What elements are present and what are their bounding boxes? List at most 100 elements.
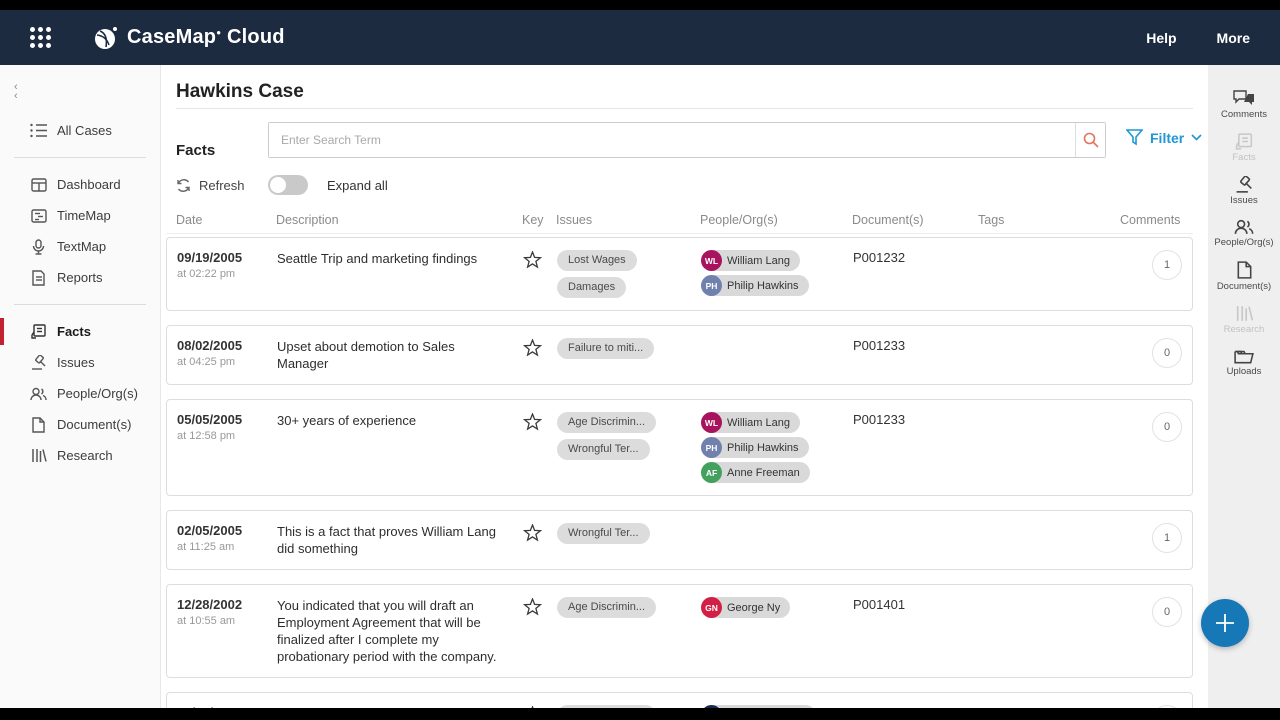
fact-row[interactable]: 09/19/2005 at 02:22 pm Seattle Trip and … — [166, 237, 1193, 311]
issue-chip[interactable]: Lost Wages — [557, 250, 637, 271]
sidebar-item-label: Research — [57, 448, 113, 463]
key-star-icon[interactable] — [522, 597, 557, 621]
person-chip[interactable]: PH Philip Hawkins — [701, 437, 809, 458]
sidebar-nav-top: All Cases — [0, 115, 160, 146]
right-item-label: Uploads — [1226, 366, 1262, 377]
issue-chip[interactable]: Age Discrimin... — [557, 412, 657, 433]
right-sidebar-nav: Comments Facts Issues People/Org(s) — [1208, 83, 1280, 384]
comment-count-badge[interactable]: 0 — [1152, 597, 1182, 627]
sidebar-item-people-orgs[interactable]: People/Org(s) — [0, 378, 160, 409]
issue-chip[interactable]: Wrongful Ter... — [557, 523, 650, 544]
help-link[interactable]: Help — [1146, 29, 1177, 46]
sidebar-item-label: Dashboard — [57, 177, 121, 192]
col-header-tags[interactable]: Tags — [978, 212, 1005, 227]
more-link[interactable]: More — [1216, 29, 1250, 46]
fact-time: at 04:25 pm — [177, 356, 236, 368]
right-item-facts: Facts — [1208, 127, 1280, 170]
comment-count-badge[interactable]: 1 — [1152, 523, 1182, 553]
col-header-people[interactable]: People/Org(s) — [700, 212, 778, 227]
fact-people: GN George Ny — [701, 597, 853, 618]
fact-description: You indicated that you will draft an Emp… — [277, 598, 497, 664]
right-item-label: Research — [1223, 324, 1265, 335]
col-header-comments[interactable]: Comments — [1120, 212, 1181, 227]
right-item-issues[interactable]: Issues — [1208, 170, 1280, 213]
sidebar-item-facts[interactable]: Facts — [0, 316, 160, 347]
comment-count-badge[interactable]: 0 — [1152, 338, 1182, 368]
fact-row[interactable]: 05/05/2005 at 12:58 pm 30+ years of expe… — [166, 399, 1193, 496]
sidebar-item-documents[interactable]: Document(s) — [0, 409, 160, 440]
sidebar-item-label: Facts — [57, 324, 91, 339]
search-button[interactable] — [1075, 123, 1105, 157]
key-star-icon[interactable] — [522, 338, 557, 362]
sidebar-item-issues[interactable]: Issues — [0, 347, 160, 378]
fact-documents[interactable]: P001233 — [853, 338, 906, 353]
app-launcher-icon[interactable] — [30, 27, 51, 48]
issue-chip[interactable]: Wrongful Ter... — [557, 439, 650, 460]
list-icon — [30, 122, 47, 139]
person-chip[interactable]: CCConverse Che... — [701, 705, 817, 708]
fact-row[interactable]: 12/27/2002 Accepted offer of sales manag… — [166, 692, 1193, 708]
right-item-people-orgs[interactable]: People/Org(s) — [1208, 213, 1280, 255]
fact-date: 09/19/2005 — [177, 250, 243, 265]
comment-count-badge[interactable]: 0 — [1152, 412, 1182, 442]
fact-row[interactable]: 08/02/2005 at 04:25 pm Upset about demot… — [166, 325, 1193, 385]
fact-issues: Age Discrimin... — [557, 597, 701, 618]
col-header-documents[interactable]: Document(s) — [852, 212, 924, 227]
fact-row[interactable]: 12/28/2002 at 10:55 am You indicated tha… — [166, 584, 1193, 678]
microphone-icon — [30, 238, 47, 255]
fact-documents[interactable]: P001232 — [853, 250, 906, 265]
key-star-icon[interactable] — [522, 250, 557, 274]
sidebar-item-all-cases[interactable]: All Cases — [0, 115, 160, 146]
person-chip[interactable]: PH Philip Hawkins — [701, 275, 809, 296]
col-header-key[interactable]: Key — [522, 212, 544, 227]
gavel-icon — [1236, 176, 1252, 193]
fact-row[interactable]: 02/05/2005 at 11:25 am This is a fact th… — [166, 510, 1193, 570]
sidebar-item-textmap[interactable]: TextMap — [0, 231, 160, 262]
fact-comments-cell: 0 — [1111, 597, 1192, 627]
fact-date-cell: 05/05/2005 at 12:58 pm — [177, 412, 277, 442]
chevron-down-icon — [1191, 134, 1202, 141]
refresh-icon — [177, 178, 190, 192]
sidebar-item-timemap[interactable]: TimeMap — [0, 200, 160, 231]
sidebar-item-research[interactable]: Research — [0, 440, 160, 471]
fact-date-cell: 02/05/2005 at 11:25 am — [177, 523, 277, 553]
expand-all-toggle[interactable] — [268, 175, 308, 195]
facts-icon — [1235, 133, 1252, 150]
fact-documents[interactable]: P001401 — [853, 705, 979, 708]
filter-control[interactable]: Filter — [1126, 129, 1202, 146]
sidebar-item-reports[interactable]: Reports — [0, 262, 160, 293]
add-fact-button[interactable] — [1201, 599, 1249, 647]
fact-date-cell: 12/28/2002 at 10:55 am — [177, 597, 277, 627]
issue-chip[interactable]: Age Discrimin... — [557, 705, 657, 708]
issue-chip[interactable]: Damages — [557, 277, 627, 298]
key-star-icon[interactable] — [522, 523, 557, 547]
col-header-date[interactable]: Date — [176, 212, 203, 227]
sidebar-item-dashboard[interactable]: Dashboard — [0, 169, 160, 200]
key-star-icon[interactable] — [522, 412, 557, 436]
col-header-description[interactable]: Description — [276, 212, 339, 227]
collapse-sidebar-icon[interactable]: ‹ ‹ — [14, 81, 18, 102]
person-name: Anne Freeman — [727, 466, 800, 479]
fact-time: at 02:22 pm — [177, 268, 236, 280]
refresh-control[interactable]: Refresh — [176, 178, 245, 193]
fact-date: 05/05/2005 — [177, 412, 243, 427]
person-chip[interactable]: AF Anne Freeman — [701, 462, 810, 483]
fact-people: CCConverse Che... — [701, 705, 853, 708]
right-item-comments[interactable]: Comments — [1208, 83, 1280, 127]
person-chip[interactable]: WL William Lang — [701, 412, 800, 433]
right-item-uploads[interactable]: Uploads — [1208, 342, 1280, 384]
col-header-issues[interactable]: Issues — [556, 212, 593, 227]
right-item-documents[interactable]: Document(s) — [1208, 255, 1280, 299]
comment-count-badge[interactable]: 1 — [1152, 250, 1182, 280]
fact-people: WL William Lang PH Philip Hawkins — [701, 250, 853, 296]
casemap-globe-icon — [95, 26, 117, 49]
fact-documents[interactable]: P001233 — [853, 412, 906, 427]
person-chip[interactable]: WL William Lang — [701, 250, 800, 271]
people-icon — [30, 385, 47, 402]
search-input[interactable] — [269, 123, 1075, 157]
fact-comments-cell: 0 — [1111, 412, 1192, 442]
issue-chip[interactable]: Failure to miti... — [557, 338, 655, 359]
fact-documents[interactable]: P001401 — [853, 597, 906, 612]
person-chip[interactable]: GN George Ny — [701, 597, 791, 618]
issue-chip[interactable]: Age Discrimin... — [557, 597, 657, 618]
